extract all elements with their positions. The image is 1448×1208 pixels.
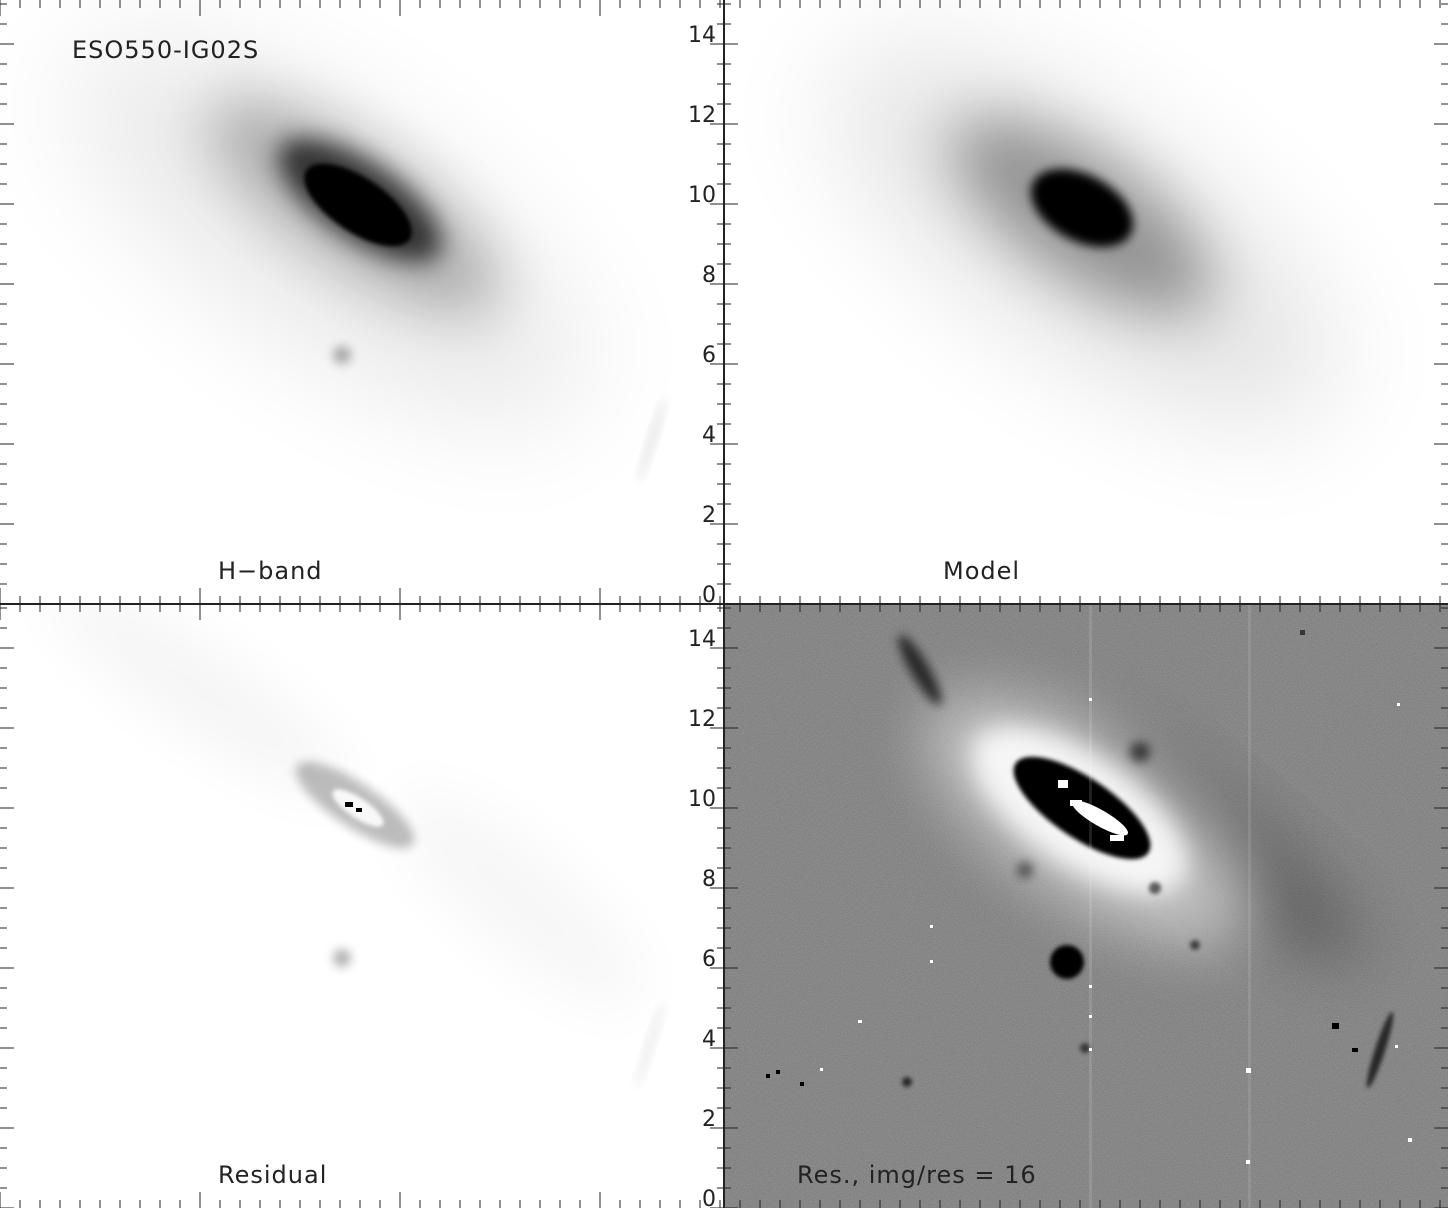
y-tick-label: 14 (688, 627, 716, 652)
y-tick-label: 0 (702, 1187, 716, 1208)
y-tick-label: 10 (688, 183, 716, 208)
panel-hband (0, 0, 724, 604)
y-tick-label: 10 (688, 787, 716, 812)
y-tick-label: 6 (702, 947, 716, 972)
y-tick-label: 14 (688, 23, 716, 48)
y-tick-label: 12 (688, 103, 716, 128)
panel-label-model: Model (943, 557, 1020, 585)
panel-label-hband: H−band (218, 557, 323, 585)
panel-label-scaled-residual: Res., img/res = 16 (797, 1161, 1037, 1189)
panel-model (724, 0, 1448, 604)
object-name-label: ESO550-IG02S (72, 36, 259, 64)
panel-scaled-residual (724, 604, 1448, 1208)
y-tick-label: 8 (702, 867, 716, 892)
y-tick-label: 2 (702, 1107, 716, 1132)
y-tick-label: 4 (702, 423, 716, 448)
y-tick-label: 6 (702, 343, 716, 368)
y-tick-label: 2 (702, 503, 716, 528)
panel-label-residual: Residual (218, 1161, 327, 1189)
panel-residual (0, 604, 724, 1208)
y-tick-label: 8 (702, 263, 716, 288)
y-tick-label: 0 (702, 583, 716, 608)
y-tick-labels: 0 2 4 6 8 10 12 14 0 2 4 6 8 10 12 14 (688, 23, 716, 1208)
y-tick-label: 4 (702, 1027, 716, 1052)
y-tick-label: 12 (688, 707, 716, 732)
